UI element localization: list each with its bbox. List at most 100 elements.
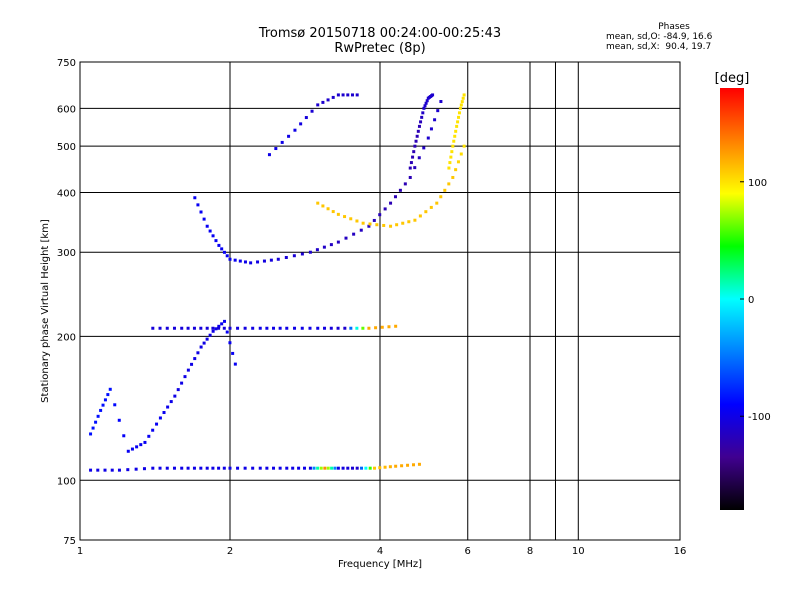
data-point bbox=[205, 337, 209, 341]
data-point bbox=[447, 166, 451, 170]
data-point bbox=[323, 326, 327, 330]
y-tick-label: 300 bbox=[57, 248, 76, 259]
data-point bbox=[192, 326, 196, 330]
data-point bbox=[193, 196, 197, 200]
data-point bbox=[319, 466, 323, 470]
data-point bbox=[360, 466, 364, 470]
data-point bbox=[251, 466, 255, 470]
data-point bbox=[323, 466, 327, 470]
data-point bbox=[423, 104, 427, 108]
data-point bbox=[243, 326, 247, 330]
data-point bbox=[361, 221, 365, 225]
y-tick-label: 600 bbox=[57, 104, 76, 115]
x-tick-label: 16 bbox=[674, 546, 687, 557]
data-point bbox=[380, 325, 384, 329]
data-point bbox=[222, 326, 226, 330]
data-point bbox=[344, 236, 348, 240]
data-point bbox=[393, 195, 397, 199]
data-point bbox=[243, 466, 247, 470]
data-point bbox=[454, 129, 458, 133]
data-point bbox=[192, 466, 196, 470]
data-point bbox=[422, 106, 426, 110]
data-point bbox=[158, 326, 162, 330]
data-point bbox=[284, 255, 288, 259]
data-point bbox=[180, 326, 184, 330]
data-point bbox=[158, 466, 162, 470]
data-point bbox=[346, 93, 350, 97]
data-point bbox=[312, 466, 316, 470]
data-point bbox=[364, 466, 368, 470]
data-point bbox=[274, 147, 278, 151]
data-point bbox=[155, 422, 159, 426]
data-point bbox=[217, 466, 221, 470]
grid-lines bbox=[80, 62, 680, 540]
data-point bbox=[258, 326, 262, 330]
data-point bbox=[113, 403, 117, 407]
y-tick-label: 500 bbox=[57, 142, 76, 153]
data-point bbox=[228, 326, 232, 330]
data-point bbox=[413, 144, 417, 148]
data-point bbox=[361, 326, 365, 330]
data-point bbox=[236, 466, 240, 470]
data-point bbox=[228, 341, 232, 345]
data-point bbox=[272, 326, 276, 330]
data-point bbox=[448, 161, 452, 165]
data-point bbox=[162, 411, 166, 415]
data-point bbox=[158, 416, 162, 420]
data-point bbox=[169, 400, 173, 404]
data-point bbox=[407, 220, 411, 224]
data-point bbox=[292, 254, 296, 258]
data-point bbox=[389, 201, 393, 205]
data-point bbox=[278, 326, 282, 330]
y-tick-label: 400 bbox=[57, 188, 76, 199]
data-point bbox=[368, 222, 372, 226]
data-point bbox=[315, 248, 319, 252]
data-point bbox=[238, 259, 242, 263]
data-point bbox=[451, 144, 455, 148]
data-point bbox=[208, 229, 212, 233]
data-point bbox=[103, 468, 107, 472]
data-point bbox=[211, 326, 215, 330]
data-point bbox=[415, 134, 419, 138]
data-point bbox=[395, 223, 399, 227]
data-point bbox=[421, 111, 425, 115]
data-point bbox=[303, 466, 307, 470]
data-point bbox=[336, 93, 340, 97]
data-point bbox=[336, 212, 340, 216]
data-point bbox=[217, 326, 221, 330]
data-point bbox=[378, 213, 382, 217]
data-point bbox=[228, 257, 232, 261]
data-point bbox=[343, 215, 347, 219]
data-point bbox=[329, 326, 333, 330]
data-point bbox=[165, 326, 169, 330]
data-point bbox=[196, 203, 200, 207]
data-point bbox=[265, 466, 269, 470]
data-point bbox=[422, 146, 426, 150]
data-point bbox=[199, 326, 203, 330]
data-point bbox=[367, 224, 371, 228]
data-point bbox=[456, 120, 460, 124]
data-point bbox=[383, 465, 387, 469]
data-point bbox=[205, 326, 209, 330]
data-point bbox=[419, 120, 423, 124]
data-point bbox=[96, 414, 100, 418]
x-axis-label: Frequency [MHz] bbox=[338, 559, 422, 570]
data-point bbox=[394, 464, 398, 468]
data-point bbox=[349, 326, 353, 330]
phase-stats-x: mean, sd,X: 90.4, 19.7 bbox=[606, 42, 712, 52]
data-point bbox=[151, 428, 155, 432]
colorbar-label: [deg] bbox=[715, 71, 750, 86]
data-point bbox=[450, 150, 454, 154]
data-point bbox=[130, 447, 134, 451]
data-point bbox=[326, 466, 330, 470]
data-point bbox=[406, 463, 410, 467]
chart-title: Tromsø 20150718 00:24:00-00:25:43 bbox=[258, 26, 502, 41]
data-point bbox=[106, 393, 110, 397]
data-point bbox=[166, 405, 170, 409]
data-point bbox=[304, 116, 308, 120]
data-point bbox=[287, 134, 291, 138]
data-point bbox=[94, 420, 98, 424]
data-point bbox=[180, 466, 184, 470]
data-points bbox=[89, 93, 466, 472]
data-point bbox=[202, 217, 206, 221]
